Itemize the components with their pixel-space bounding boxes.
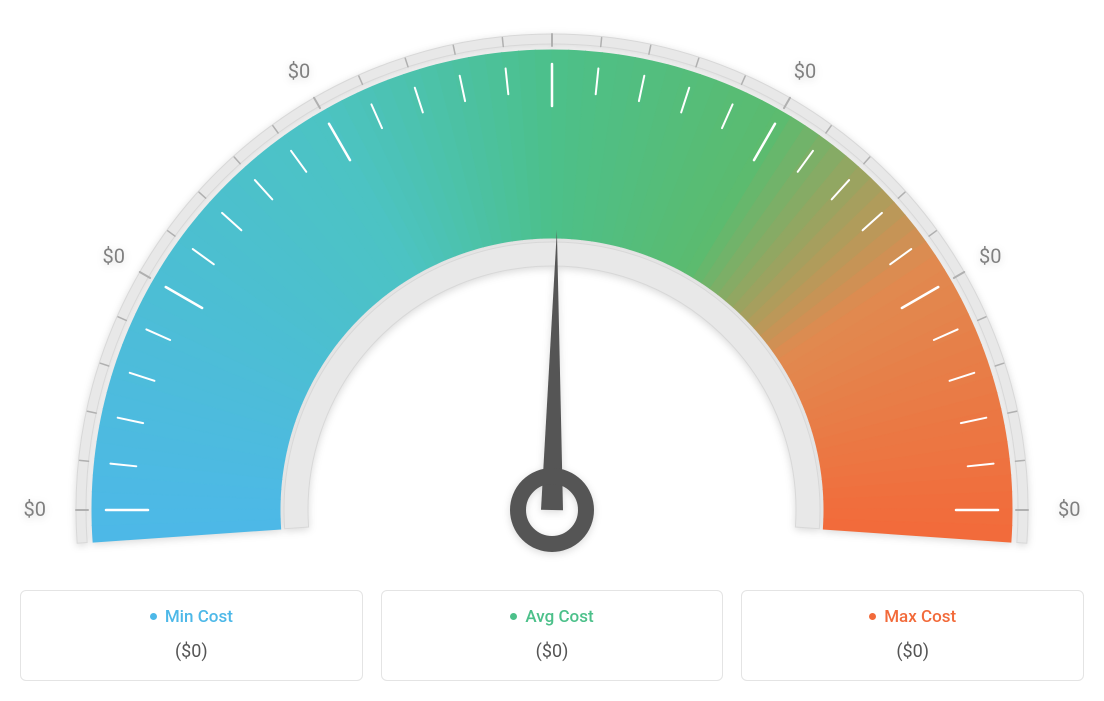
legend-label-max: Max Cost [884, 607, 956, 627]
legend-title-max: Max Cost [869, 607, 956, 627]
legend-card-max: Max Cost ($0) [741, 590, 1084, 681]
legend-card-avg: Avg Cost ($0) [381, 590, 724, 681]
svg-text:$0: $0 [1058, 497, 1080, 521]
legend-dot-avg [510, 613, 517, 620]
legend-value-max: ($0) [752, 641, 1073, 662]
svg-text:$0: $0 [979, 244, 1001, 268]
legend-card-min: Min Cost ($0) [20, 590, 363, 681]
svg-text:$0: $0 [103, 244, 125, 268]
legend-title-min: Min Cost [150, 607, 233, 627]
svg-text:$0: $0 [288, 59, 310, 83]
legend-value-min: ($0) [31, 641, 352, 662]
legend-dot-max [869, 613, 876, 620]
svg-text:$0: $0 [794, 59, 816, 83]
svg-text:$0: $0 [24, 497, 46, 521]
legend-label-min: Min Cost [165, 607, 233, 627]
legend-value-avg: ($0) [392, 641, 713, 662]
legend-title-avg: Avg Cost [510, 607, 593, 627]
cost-gauge-chart: $0$0$0$0$0$0$0 Min Cost ($0) Avg Cost ($… [20, 20, 1084, 681]
legend-label-avg: Avg Cost [525, 607, 593, 627]
gauge-svg: $0$0$0$0$0$0$0 [20, 20, 1084, 560]
legend-row: Min Cost ($0) Avg Cost ($0) Max Cost ($0… [20, 590, 1084, 681]
legend-dot-min [150, 613, 157, 620]
